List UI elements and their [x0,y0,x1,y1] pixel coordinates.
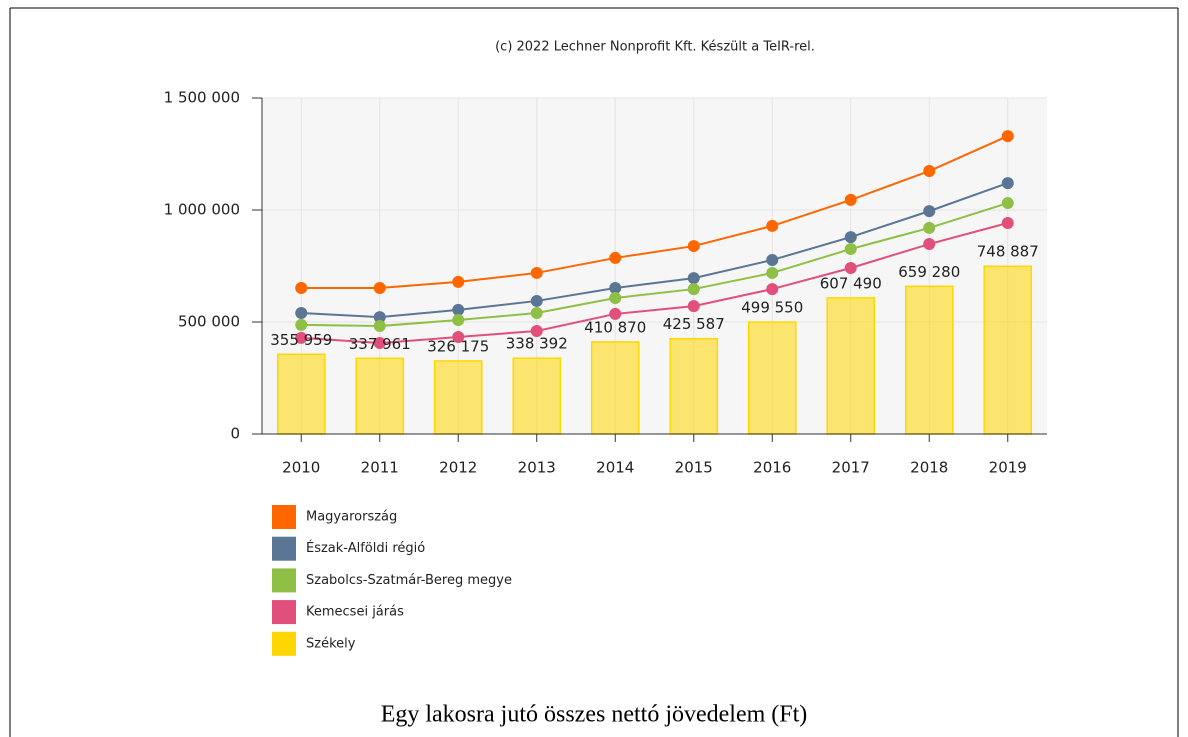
point [452,275,465,288]
data-label: 425 587 [663,315,725,333]
point [609,292,622,305]
y-tick-label: 1 000 000 [164,201,240,219]
legend-swatch [272,600,296,625]
data-label: 659 280 [898,263,960,281]
x-tick-label: 2014 [596,459,634,477]
bar [512,357,562,435]
legend-label: Kemecsei járás [306,605,404,620]
point [687,240,700,253]
data-label: 748 887 [977,243,1039,261]
point [844,193,857,206]
bar [433,360,483,435]
x-tick-label: 2016 [753,459,791,477]
point [373,281,386,294]
point [766,219,779,232]
point [844,231,857,244]
point [1001,130,1014,143]
legend-swatch [272,568,296,593]
x-tick-label: 2018 [910,459,948,477]
point [373,311,386,324]
point [923,238,936,251]
data-label: 410 870 [584,318,646,336]
y-tick-label: 0 [230,425,240,443]
point [373,320,386,333]
legend-label: Magyarország [306,510,397,525]
y-tick-label: 500 000 [178,313,240,331]
point [295,281,308,294]
point [373,337,386,350]
point [609,281,622,294]
credit: (c) 2022 Lechner Nonprofit Kft. Készült … [495,40,815,55]
data-label: 355 959 [270,331,332,349]
legend-label: Észak-Alföldi régió [306,540,425,556]
point [923,165,936,178]
point [295,307,308,320]
bar [983,265,1033,435]
bar [590,341,640,435]
x-tick-label: 2011 [361,459,399,477]
point [844,242,857,255]
point [1001,197,1014,210]
bar [904,285,954,435]
data-label: 326 175 [427,337,489,355]
data-label: 338 392 [506,335,568,353]
point [530,307,543,320]
x-tick-label: 2012 [439,459,477,477]
point [530,266,543,279]
caption: Egy lakosra jutó összes nettó jövedelem … [381,702,808,728]
legend-label: Székely [306,636,356,651]
y-tick-label: 1 500 000 [164,89,240,107]
point [687,283,700,296]
x-tick-label: 2017 [832,459,870,477]
line [301,202,1009,328]
point [452,331,465,344]
point [844,262,857,275]
point [687,272,700,285]
x-tick-label: 2013 [518,459,556,477]
point [530,324,543,337]
x-tick-label: 2019 [989,459,1027,477]
point [609,251,622,264]
legend-label: Szabolcs-Szatmár-Bereg megye [306,573,512,588]
point [452,303,465,316]
point [687,300,700,313]
line [301,182,1009,319]
data-label: 499 550 [741,299,803,317]
point [923,205,936,218]
legend-swatch [272,631,296,656]
legend-swatch [272,505,296,529]
line [301,222,1009,345]
point [295,318,308,331]
line [301,135,1009,289]
legend-swatch [272,536,296,561]
point [530,294,543,307]
data-label: 607 490 [820,274,882,292]
point [609,307,622,320]
bar [669,337,719,435]
point [1001,177,1014,190]
point [923,221,936,234]
point [766,266,779,279]
bar [747,321,797,435]
point [766,253,779,266]
bar [826,297,876,435]
point [452,313,465,326]
point [1001,216,1014,229]
bar [355,357,405,435]
point [295,331,308,344]
point [766,283,779,296]
x-tick-label: 2010 [282,459,320,477]
bar [276,353,326,435]
data-label: 337 961 [349,335,411,353]
x-tick-label: 2015 [675,459,713,477]
